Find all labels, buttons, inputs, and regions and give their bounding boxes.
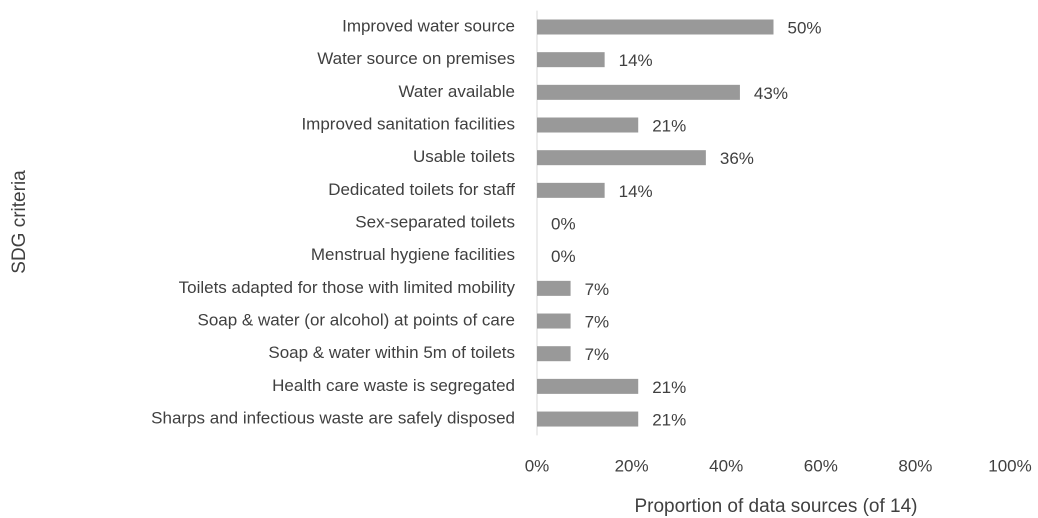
category-label: Water available — [398, 82, 515, 101]
bar — [537, 117, 639, 133]
category-label: Dedicated toilets for staff — [328, 180, 515, 199]
bar — [537, 19, 774, 35]
category-label: Soap & water (or alcohol) at points of c… — [198, 311, 516, 330]
x-tick-label: 40% — [709, 456, 743, 475]
bar — [537, 52, 605, 68]
category-label: Improved water source — [342, 16, 515, 35]
category-label: Sharps and infectious waste are safely d… — [151, 409, 515, 428]
category-label: Usable toilets — [413, 147, 515, 166]
bar — [537, 84, 740, 100]
bar — [537, 378, 639, 394]
x-tick-label: 0% — [525, 456, 550, 475]
data-label: 0% — [551, 215, 576, 234]
data-label: 7% — [585, 280, 610, 299]
bar — [537, 411, 639, 427]
category-label: Soap & water within 5m of toilets — [268, 343, 515, 362]
data-label: 21% — [652, 411, 686, 430]
data-label: 36% — [720, 149, 754, 168]
category-label: Improved sanitation facilities — [301, 114, 515, 133]
category-label: Water source on premises — [317, 49, 515, 68]
x-tick-label: 80% — [898, 456, 932, 475]
data-label: 7% — [585, 313, 610, 332]
x-tick-label: 60% — [804, 456, 838, 475]
x-tick-label: 100% — [988, 456, 1031, 475]
data-label: 0% — [551, 247, 576, 266]
data-label: 14% — [619, 182, 653, 201]
bar — [537, 280, 571, 296]
category-label: Health care waste is segregated — [272, 376, 515, 395]
category-label: Sex-separated toilets — [355, 213, 515, 232]
category-label: Menstrual hygiene facilities — [311, 245, 515, 264]
x-tick-label: 20% — [615, 456, 649, 475]
data-label: 14% — [619, 51, 653, 70]
bar — [537, 346, 571, 362]
y-axis-title: SDG criteria — [9, 170, 30, 274]
bar — [537, 182, 605, 198]
data-label: 7% — [585, 345, 610, 364]
data-label: 50% — [788, 18, 822, 37]
data-label: 21% — [652, 116, 686, 135]
data-label: 43% — [754, 84, 788, 103]
bar — [537, 313, 571, 329]
data-label: 21% — [652, 378, 686, 397]
category-label: Toilets adapted for those with limited m… — [179, 278, 516, 297]
bar — [537, 150, 706, 166]
x-axis-title: Proportion of data sources (of 14) — [634, 496, 917, 517]
